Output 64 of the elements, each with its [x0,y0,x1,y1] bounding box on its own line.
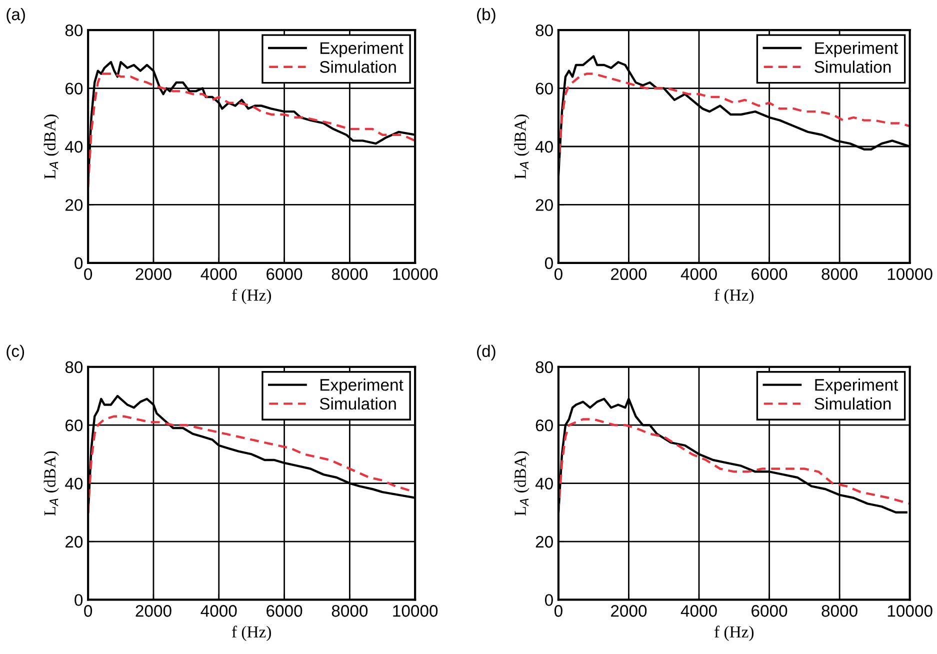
y-tick-label: 60 [536,82,553,94]
x-tick-label: 4000 [680,605,717,617]
y-tick-label: 80 [536,24,553,36]
y-tick-label: 0 [74,257,83,270]
legend-label: Simulation [814,397,891,410]
legend-label: Experiment [320,42,404,58]
y-tick-label: 20 [66,199,83,211]
y-axis-title: L$_{A}$ (dBA) [44,451,59,516]
x-tick-label: 2000 [611,268,647,280]
y-tick-label: 40 [535,140,553,153]
y-tick-label: 60 [66,82,83,94]
y-tick-label: 60 [66,420,83,432]
y-tick-label: 0 [544,257,553,270]
x-tick-label: 0 [554,605,562,617]
y-axis-title: L$_{A}$ (dBA) [514,114,530,179]
y-tick-label: 40 [65,140,83,153]
x-tick-label: 6000 [266,268,302,280]
y-tick-label: 40 [65,478,83,490]
legend-label: Experiment [815,42,898,58]
x-tick-label: 2000 [136,268,172,280]
x-tick-label: 4000 [200,268,237,280]
chart-title: (b) [477,8,496,24]
y-tick-label: 20 [536,536,553,548]
chart-title: (a) [6,8,25,24]
x-tick-label: 0 [84,605,92,617]
x-tick-label: 10000 [393,268,438,280]
x-tick-label: 10000 [888,605,932,617]
legend-label: Experiment [320,378,404,394]
chart-title: (c) [6,344,24,360]
x-tick-label: 2000 [136,605,172,617]
x-axis-title: f (Hz) [714,288,754,304]
x-axis-title: f (Hz) [232,288,271,304]
y-tick-label: 20 [536,199,553,211]
x-tick-label: 8000 [332,268,368,280]
y-tick-label: 80 [65,24,83,36]
x-tick-label: 8000 [822,605,858,617]
y-tick-label: 0 [544,594,553,606]
x-tick-label: 0 [84,268,92,280]
legend-label: Experiment [815,378,898,394]
y-axis-title: L$_{A}$ (dBA) [514,451,530,516]
x-tick-label: 6000 [266,605,302,617]
legend-label: Simulation [320,60,396,73]
y-tick-label: 20 [66,536,83,548]
y-axis-title: L$_{A}$ (dBA) [44,114,59,179]
x-tick-label: 6000 [752,268,788,280]
x-tick-label: 8000 [822,268,858,280]
x-axis-title: f (Hz) [714,626,754,641]
chart-title: (d) [477,344,496,360]
x-tick-label: 8000 [332,605,368,617]
x-tick-label: 4000 [200,605,237,617]
x-tick-label: 2000 [611,605,647,617]
x-tick-label: 10000 [393,605,438,617]
x-tick-label: 4000 [680,268,717,280]
legend-label: Simulation [320,397,396,410]
legend-label: Simulation [814,60,891,73]
x-tick-label: 10000 [888,268,932,280]
x-tick-label: 0 [554,268,562,280]
y-tick-label: 0 [74,594,83,606]
x-tick-label: 6000 [752,605,788,617]
y-tick-label: 80 [65,361,83,374]
y-tick-label: 80 [536,361,553,374]
y-tick-label: 60 [536,420,553,432]
x-axis-title: f (Hz) [232,626,271,641]
y-tick-label: 40 [535,478,553,490]
